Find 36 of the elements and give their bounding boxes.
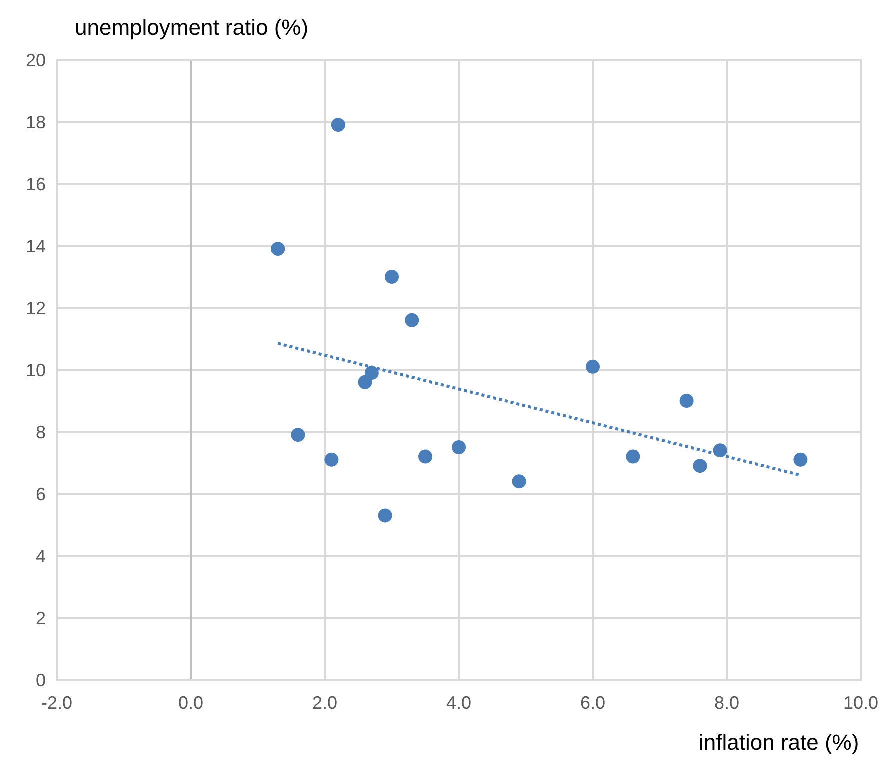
point — [358, 375, 372, 390]
y-tick-label: 6 — [36, 484, 46, 504]
y-tick-label: 0 — [36, 670, 46, 690]
x-tick-label: 6.0 — [580, 693, 606, 713]
point — [405, 313, 420, 328]
point — [794, 452, 808, 467]
x-tick-label: 8.0 — [714, 693, 740, 713]
y-tick-label: 16 — [26, 174, 46, 194]
y-tick-label: 2 — [36, 608, 46, 628]
point — [626, 450, 640, 464]
point — [331, 118, 346, 132]
x-tick-label: 0.0 — [178, 693, 204, 713]
point — [680, 394, 694, 408]
x-tick-label: 10.0 — [843, 693, 879, 713]
x-axis-title: inflation rate (%) — [699, 730, 860, 755]
point — [324, 452, 339, 467]
point — [418, 450, 432, 464]
y-axis-title: unemployment ratio (%) — [75, 15, 309, 40]
point — [452, 440, 466, 454]
y-tick-label: 20 — [26, 50, 46, 70]
point — [271, 242, 286, 256]
y-tick-label: 14 — [26, 236, 46, 256]
point — [378, 508, 392, 523]
x-tick-label: 2.0 — [312, 693, 338, 713]
y-tick-label: 8 — [36, 422, 46, 442]
point — [693, 459, 708, 474]
x-tick-label: 4.0 — [446, 693, 472, 713]
x-tick-label: -2.0 — [41, 693, 73, 713]
y-tick-label: 10 — [26, 360, 46, 380]
point — [586, 360, 600, 374]
point — [385, 270, 399, 284]
y-tick-label: 4 — [36, 546, 46, 566]
point — [291, 428, 306, 442]
y-tick-label: 12 — [26, 298, 46, 318]
point — [512, 474, 526, 489]
y-tick-label: 18 — [26, 112, 46, 132]
